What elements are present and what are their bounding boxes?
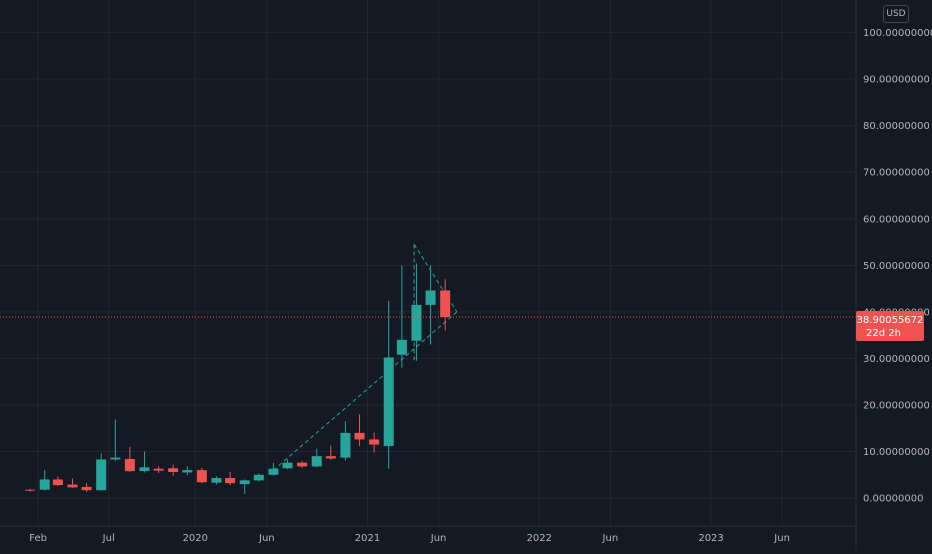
candle-body xyxy=(25,489,36,491)
candle-body xyxy=(153,468,164,471)
candle[interactable] xyxy=(39,470,50,491)
candle[interactable] xyxy=(253,473,264,482)
candle[interactable] xyxy=(383,300,394,469)
time-axis-label: 2020 xyxy=(183,533,208,544)
candle[interactable] xyxy=(110,419,121,461)
candle-body xyxy=(67,484,78,488)
candle[interactable] xyxy=(196,467,207,484)
candle[interactable] xyxy=(411,263,422,361)
time-axis-label: Jul xyxy=(102,533,115,544)
candle-body xyxy=(211,478,222,483)
price-axis-label: 50.00000000 xyxy=(863,261,930,272)
candle-body xyxy=(81,486,92,491)
candle[interactable] xyxy=(268,462,279,476)
price-axis-label: 0.00000000 xyxy=(863,494,923,505)
time-axis-label: Jun xyxy=(258,533,275,544)
candle[interactable] xyxy=(211,476,222,485)
candle[interactable] xyxy=(297,461,308,468)
candle-body xyxy=(268,468,279,475)
grid-layer xyxy=(0,0,856,526)
price-label-value: 38.90055672 xyxy=(857,315,924,326)
candle[interactable] xyxy=(225,472,236,486)
candle[interactable] xyxy=(282,459,293,470)
candle-body xyxy=(369,439,380,445)
candle-body xyxy=(39,479,50,490)
candle-body xyxy=(383,357,394,446)
candle-body xyxy=(52,479,63,486)
candle-body xyxy=(96,459,107,491)
candle-body xyxy=(297,462,308,467)
candle-body xyxy=(354,432,365,440)
candle[interactable] xyxy=(52,476,63,486)
candle[interactable] xyxy=(440,279,451,331)
price-axis-label: 90.00000000 xyxy=(863,75,930,86)
candle[interactable] xyxy=(354,414,365,446)
candle[interactable] xyxy=(139,451,150,473)
candle-body xyxy=(282,462,293,469)
candle[interactable] xyxy=(340,421,351,461)
candle[interactable] xyxy=(96,453,107,491)
candle[interactable] xyxy=(182,466,193,476)
time-axis-label: Feb xyxy=(29,533,47,544)
candle-body xyxy=(110,457,121,460)
candle-body xyxy=(239,480,250,485)
time-axis[interactable]: Feb Jul 2020 Jun 2021 Jun 2022 Jun 2023 Jun xyxy=(29,533,790,544)
time-axis-label: Jun xyxy=(430,533,447,544)
candle[interactable] xyxy=(311,448,322,468)
candle[interactable] xyxy=(325,445,336,460)
candle-body xyxy=(325,456,336,459)
currency-badge[interactable]: USD xyxy=(883,5,909,23)
triangle-lower-line[interactable] xyxy=(273,311,458,471)
time-axis-label: 2021 xyxy=(355,533,380,544)
candle-body xyxy=(440,290,451,317)
candle[interactable] xyxy=(25,488,36,492)
time-axis-label: 2022 xyxy=(527,533,552,544)
time-axis-label: 2023 xyxy=(698,533,723,544)
candle[interactable] xyxy=(124,446,135,473)
price-axis-label: 10.00000000 xyxy=(863,447,930,458)
price-axis-label: 20.00000000 xyxy=(863,400,930,411)
candle[interactable] xyxy=(153,466,164,473)
candle-body xyxy=(425,290,436,305)
candle[interactable] xyxy=(81,483,92,493)
candle-body xyxy=(311,456,322,467)
candle-body xyxy=(139,467,150,472)
candle[interactable] xyxy=(168,464,179,476)
price-axis-label: 100.00000000 xyxy=(863,28,932,39)
time-axis-label: Jun xyxy=(773,533,790,544)
candle-body xyxy=(196,470,207,483)
candle-body xyxy=(396,339,407,355)
candle[interactable] xyxy=(369,432,380,453)
price-axis-label: 30.00000000 xyxy=(863,354,930,365)
candle[interactable] xyxy=(67,478,78,488)
candle-body xyxy=(124,458,135,472)
candle[interactable] xyxy=(396,265,407,368)
candle-body xyxy=(253,474,264,481)
price-label-countdown: 22d 2h xyxy=(866,328,901,339)
price-axis-label: 70.00000000 xyxy=(863,168,930,179)
candle[interactable] xyxy=(239,479,250,494)
price-label-box xyxy=(856,311,924,341)
candles-layer[interactable] xyxy=(25,263,451,494)
candle-body xyxy=(411,304,422,341)
price-label: 38.90055672 22d 2h xyxy=(856,311,924,341)
time-axis-label: Jun xyxy=(602,533,619,544)
candle[interactable] xyxy=(425,265,436,345)
price-axis-label: 60.00000000 xyxy=(863,214,930,225)
candle-body xyxy=(168,468,179,473)
candle-body xyxy=(182,470,193,473)
price-axis-label: 80.00000000 xyxy=(863,121,930,132)
candle-body xyxy=(340,432,351,458)
candle-body xyxy=(225,478,236,484)
